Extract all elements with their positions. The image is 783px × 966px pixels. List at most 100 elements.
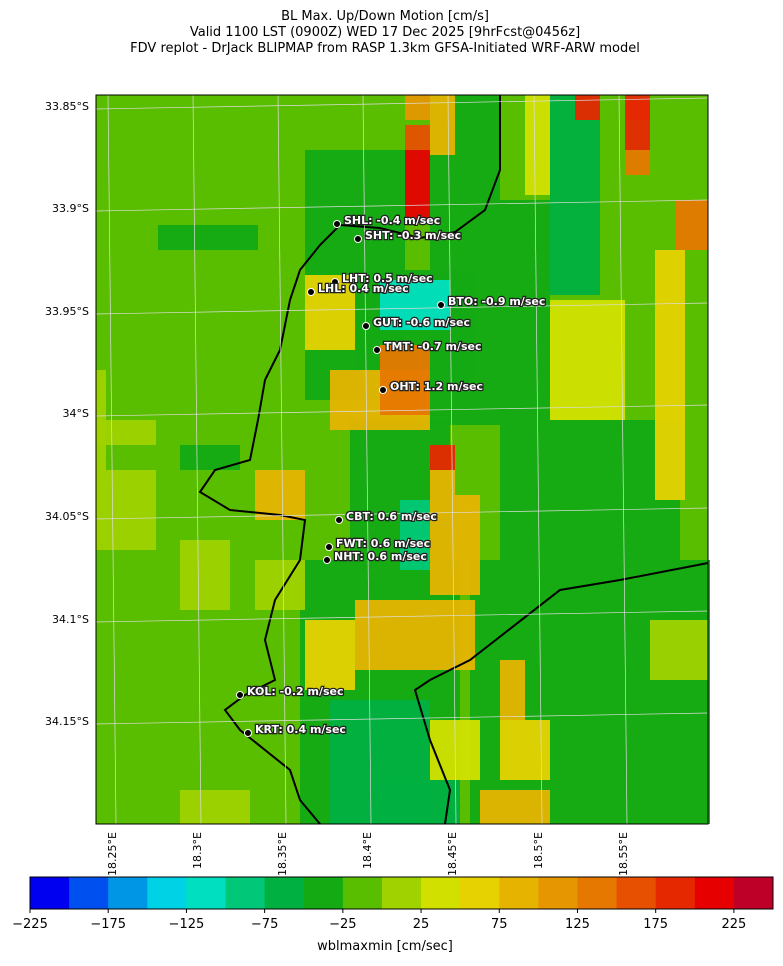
lat-label: 34.05°S <box>45 510 89 523</box>
colorbar-swatch <box>694 877 735 909</box>
title-line: BL Max. Up/Down Motion [cm/s] <box>281 9 489 24</box>
coastline <box>413 562 709 825</box>
graticule <box>533 94 543 825</box>
lon-label: 18.25°E <box>106 832 119 876</box>
raster-cell <box>430 95 455 155</box>
colorbar-swatch <box>342 877 383 909</box>
station-label: OHT: 1.2 m/sec <box>390 380 483 393</box>
lon-label: 18.4°E <box>361 832 374 869</box>
raster-cell <box>550 300 625 420</box>
colorbar-tick-label: 225 <box>721 917 746 932</box>
raster-cell <box>305 620 355 690</box>
lat-label: 33.85°S <box>45 100 89 113</box>
colorbar-tick-label: −75 <box>251 917 278 932</box>
raster-cell <box>625 100 650 150</box>
colorbar-tick-label: 25 <box>413 917 430 932</box>
raster-cell <box>180 790 250 824</box>
lon-label: 18.45°E <box>446 832 459 876</box>
colorbar-swatch <box>733 877 774 909</box>
lon-label: 18.5°E <box>532 832 545 869</box>
title-line: Valid 1100 LST (0900Z) WED 17 Dec 2025 [… <box>190 25 580 40</box>
graticule <box>447 94 457 825</box>
station-dot <box>362 322 370 330</box>
raster-cell <box>655 250 685 500</box>
station-label: SHL: -0.4 m/sec <box>344 214 440 227</box>
station-label: GUT: -0.6 m/sec <box>373 316 470 329</box>
graticule <box>95 97 709 110</box>
station-dot <box>236 691 244 699</box>
lat-label: 34°S <box>63 407 89 420</box>
raster-cell <box>255 470 305 520</box>
station-label: TMT: -0.7 m/sec <box>384 340 481 353</box>
station-dot <box>307 288 315 296</box>
station-label: NHT: 0.6 m/sec <box>334 550 427 563</box>
colorbar-tick-label: −125 <box>169 917 205 932</box>
colorbar-frame <box>29 876 774 910</box>
station-label: CBT: 0.6 m/sec <box>346 510 437 523</box>
colorbar-swatch <box>108 877 148 909</box>
graticule <box>95 610 709 623</box>
colorbar-swatch <box>381 877 422 909</box>
graticule <box>95 302 709 315</box>
station-label: KRT: 0.4 m/sec <box>255 723 346 736</box>
raster-cell <box>500 200 550 420</box>
colorbar-swatch <box>499 877 539 909</box>
colorbar-swatch <box>147 877 187 909</box>
coastline <box>198 95 501 825</box>
station-label: LHL: 0.4 m/sec <box>318 282 409 295</box>
raster-cell <box>625 150 650 175</box>
colorbar-tick-label: −175 <box>90 917 126 932</box>
lat-label: 34.1°S <box>52 613 89 626</box>
station-dot <box>373 346 381 354</box>
raster-cell <box>430 445 455 470</box>
title-line: FDV replot - DrJack BLIPMAP from RASP 1.… <box>130 41 640 56</box>
colorbar-swatch <box>30 877 70 909</box>
graticule <box>95 199 709 212</box>
raster-cell <box>650 620 708 680</box>
raster-cell <box>380 345 430 415</box>
raster-cell <box>400 500 430 570</box>
graticule <box>277 94 287 825</box>
graticule <box>107 94 117 825</box>
graticule <box>192 94 202 825</box>
lat-label: 34.15°S <box>45 715 89 728</box>
station-dot <box>331 278 339 286</box>
colorbar-swatch <box>538 877 578 909</box>
graticule <box>95 712 709 725</box>
colorbar-tick-label: −225 <box>12 917 48 932</box>
station-dot <box>323 556 331 564</box>
station-dot <box>325 543 333 551</box>
colorbar-swatch <box>264 877 305 909</box>
raster-cell <box>355 600 475 670</box>
raster-cell <box>255 560 305 610</box>
station-dot <box>379 386 387 394</box>
colorbar-tick-label: −25 <box>329 917 356 932</box>
raster-cell <box>430 470 455 495</box>
raster-cell <box>525 95 550 195</box>
raster-cell <box>575 95 600 120</box>
lon-label: 18.35°E <box>276 832 289 876</box>
station-label: FWT: 0.6 m/sec <box>336 537 430 550</box>
colorbar-swatch <box>616 877 657 909</box>
raster-cell <box>158 225 258 250</box>
raster-cell <box>96 470 156 550</box>
map-frame <box>95 94 709 825</box>
raster-cell <box>480 790 550 824</box>
raster-cell <box>500 660 525 720</box>
lon-label: 18.3°E <box>191 832 204 869</box>
colorbar-tick-label: 175 <box>643 917 668 932</box>
station-label: SHT: -0.3 m/sec <box>365 229 461 242</box>
raster-cell <box>405 95 430 120</box>
colorbar-swatch <box>303 877 344 909</box>
colorbar-swatch <box>460 877 500 909</box>
station-label: BTO: -0.9 m/sec <box>448 295 545 308</box>
raster-cell <box>430 495 480 595</box>
graticule <box>618 94 628 825</box>
station-dot <box>333 220 341 228</box>
colorbar-swatch <box>225 877 266 909</box>
station-dot <box>437 301 445 309</box>
colorbar-tick-label: 125 <box>565 917 590 932</box>
raster-cell <box>405 125 430 150</box>
raster-cell <box>405 150 430 220</box>
